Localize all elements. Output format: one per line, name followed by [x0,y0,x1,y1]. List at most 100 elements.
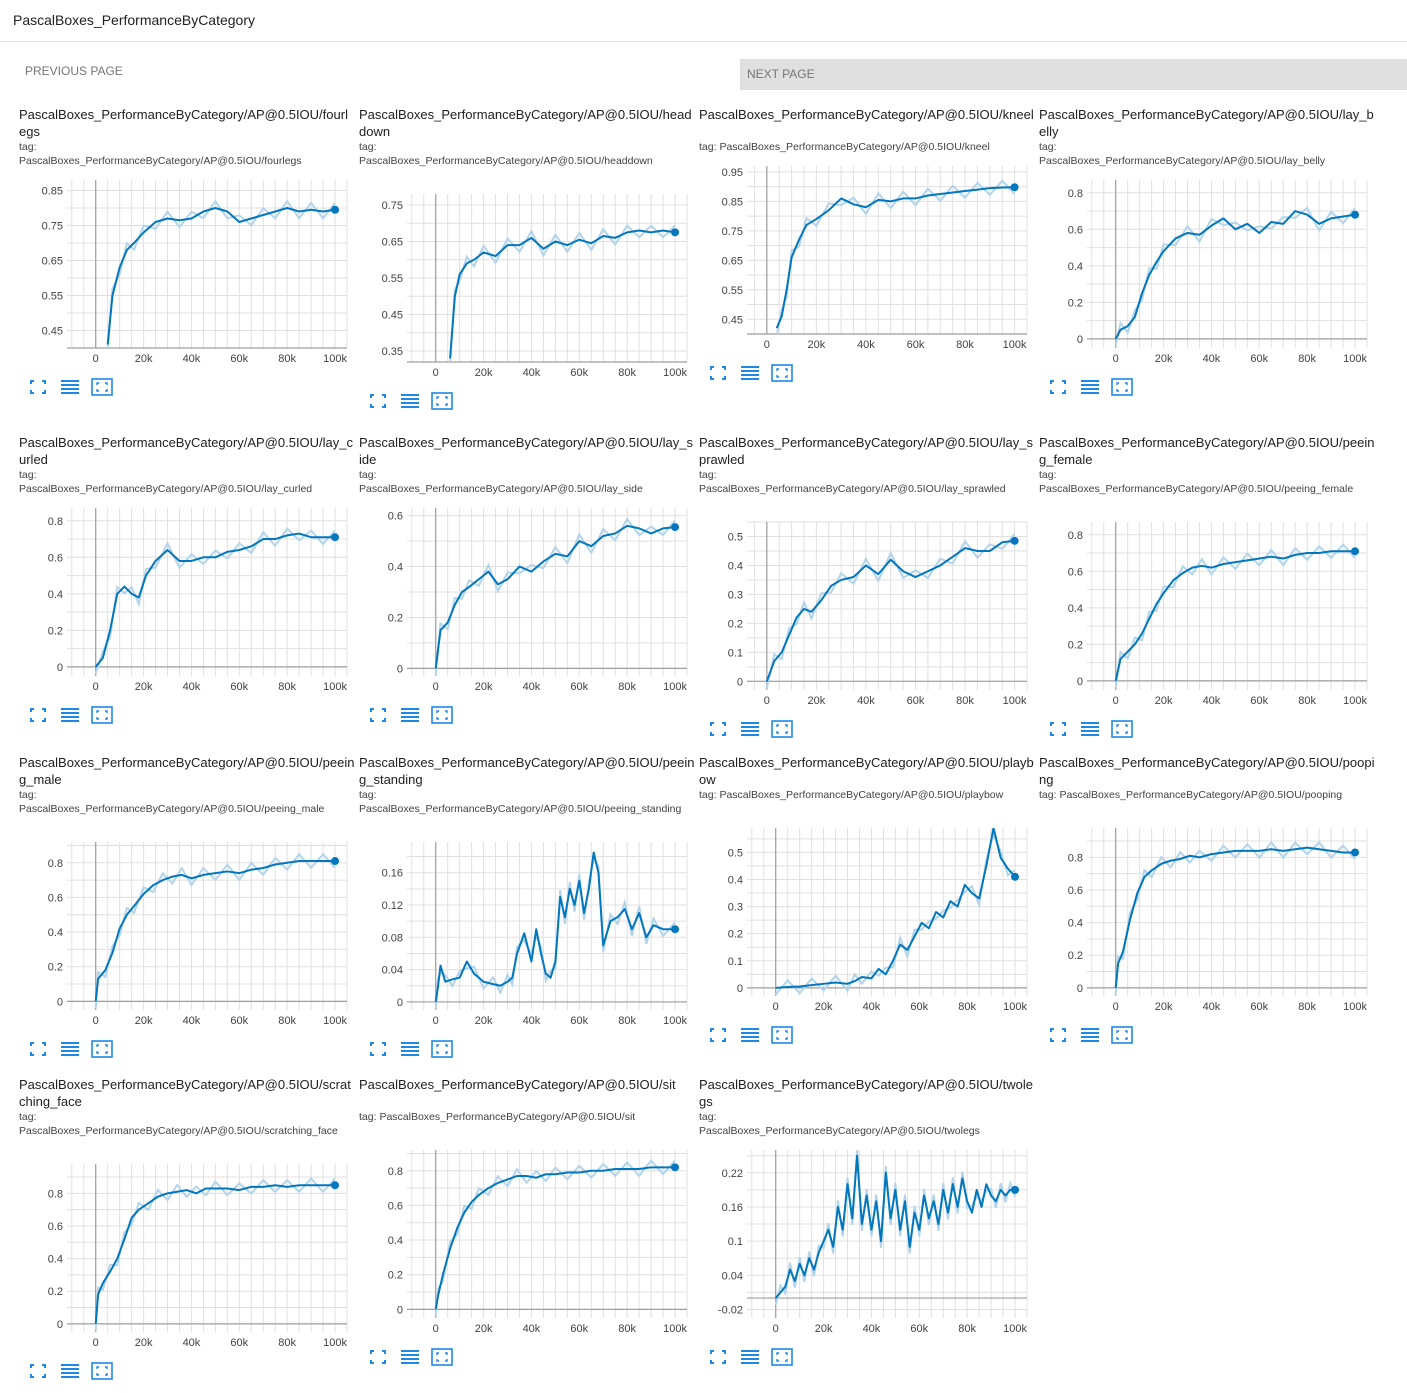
data-table-icon[interactable] [739,1348,761,1366]
next-page-button[interactable]: NEXT PAGE [740,59,1407,90]
chart-plot[interactable]: 0 0.1 0.2 0.3 0.4 0.5 0 20k 40k 60k 80k 100k [699,826,1029,1016]
chart-plot[interactable]: 0 0.2 0.4 0.6 0.8 0 20k 40k 60k 80k 100k [1039,826,1369,1016]
y-tick-label: 0.16 [722,1202,743,1214]
series-last-point[interactable] [331,1181,340,1190]
fullscreen-icon[interactable] [1047,1026,1069,1044]
x-tick-label: 80k [278,1337,296,1349]
y-tick-label: 0.2 [48,962,63,974]
x-tick-label: 60k [230,1337,248,1349]
series-last-point[interactable] [1351,547,1360,556]
x-tick-label: 60k [1250,353,1268,365]
data-table-icon[interactable] [739,364,761,382]
fit-domain-icon[interactable] [91,1040,113,1058]
series-last-point[interactable] [1011,872,1020,881]
chart-plot[interactable]: 0.35 0.45 0.55 0.65 0.75 0 20k 40k 60k 80k 100k [359,192,689,382]
x-grid [753,522,1028,690]
y-grid [67,190,347,349]
fit-domain-icon[interactable] [91,1362,113,1380]
fit-domain-icon[interactable] [431,706,453,724]
chart-toolbar [27,1362,123,1382]
series-last-point[interactable] [331,857,340,866]
series-last-point[interactable] [1351,210,1360,219]
fit-domain-icon[interactable] [1111,720,1133,738]
y-tick-label: 0.55 [42,291,63,303]
data-table-icon[interactable] [739,720,761,738]
fullscreen-icon[interactable] [367,1040,389,1058]
fullscreen-icon[interactable] [707,720,729,738]
chart-plot[interactable]: 0 0.2 0.4 0.6 0.8 0 20k 40k 60k 80k 100k [19,840,349,1030]
fit-domain-icon[interactable] [771,1026,793,1044]
chart-plot[interactable]: 0 0.2 0.4 0.6 0.8 0 20k 40k 60k 80k 100k [1039,178,1369,368]
chart-plot[interactable]: 0 0.2 0.4 0.6 0.8 0 20k 40k 60k 80k 100k [19,1162,349,1352]
data-table-icon[interactable] [399,1040,421,1058]
y-grid [747,1155,1027,1310]
x-tick-label: 0 [93,1337,99,1349]
fit-domain-icon[interactable] [431,392,453,410]
chart-plot[interactable]: -0.02 0.04 0.1 0.16 0.22 0 20k 40k 60k 80k 100k [699,1148,1029,1338]
series-last-point[interactable] [1010,183,1019,192]
data-table-icon[interactable] [399,1348,421,1366]
data-table-icon[interactable] [59,706,81,724]
chart-plot[interactable]: 0 0.2 0.4 0.6 0.8 0 20k 40k 60k 80k 100k [359,1148,689,1338]
fullscreen-icon[interactable] [27,378,49,396]
fullscreen-icon[interactable] [707,1026,729,1044]
fullscreen-icon[interactable] [707,1348,729,1366]
chart-plot[interactable]: 0 0.2 0.4 0.6 0.8 0 20k 40k 60k 80k 100k [1039,520,1369,710]
series-last-point[interactable] [671,228,680,237]
data-table-icon[interactable] [59,378,81,396]
fullscreen-icon[interactable] [367,392,389,410]
y-tick-label: 0 [397,663,403,675]
chart-title: PascalBoxes_PerformanceByCategory/AP@0.5… [19,1077,351,1109]
y-tick-label: 0 [397,997,403,1009]
data-table-icon[interactable] [59,1040,81,1058]
data-table-icon[interactable] [739,1026,761,1044]
data-table-icon[interactable] [1079,378,1101,396]
x-tick-label: 80k [618,681,636,693]
fullscreen-icon[interactable] [1047,378,1069,396]
series-last-point[interactable] [671,523,680,532]
fullscreen-icon[interactable] [367,1348,389,1366]
fit-domain-icon[interactable] [1111,378,1133,396]
chart-plot[interactable]: 0 0.2 0.4 0.6 0.8 0 20k 40k 60k 80k 100k [19,506,349,696]
x-tick-label: 40k [857,695,875,707]
chart-plot[interactable]: 0 0.1 0.2 0.3 0.4 0.5 0 20k 40k 60k 80k 100k [699,520,1029,710]
chart-plot[interactable]: 0 0.2 0.4 0.6 0 20k 40k 60k 80k 100k [359,506,689,696]
fullscreen-icon[interactable] [27,706,49,724]
fullscreen-icon[interactable] [27,1362,49,1380]
data-table-icon[interactable] [1079,720,1101,738]
series-last-point[interactable] [331,205,340,214]
fullscreen-icon[interactable] [1047,720,1069,738]
data-table-icon[interactable] [399,706,421,724]
previous-page-button[interactable]: PREVIOUS PAGE [25,64,123,78]
chart-plot[interactable]: 0.45 0.55 0.65 0.75 0.85 0 20k 40k 60k 80k 100k [19,178,349,368]
fit-domain-icon[interactable] [1111,1026,1133,1044]
fit-domain-icon[interactable] [431,1040,453,1058]
fit-domain-icon[interactable] [431,1348,453,1366]
chart-toolbar [1047,720,1143,740]
fullscreen-icon[interactable] [367,706,389,724]
data-table-icon[interactable] [59,1362,81,1380]
data-table-icon[interactable] [1079,1026,1101,1044]
series-last-point[interactable] [671,925,680,934]
chart-plot[interactable]: 0 0.04 0.08 0.12 0.16 0 20k 40k 60k 80k 100k [359,840,689,1030]
series-last-point[interactable] [1011,1185,1020,1194]
chart-plot[interactable]: 0.45 0.55 0.65 0.75 0.85 0.95 0 20k 40k 60k 80k 100… [699,164,1029,354]
data-table-icon[interactable] [399,392,421,410]
fit-domain-icon[interactable] [771,364,793,382]
series-last-point[interactable] [1010,536,1019,545]
series-last-point[interactable] [1351,848,1360,857]
x-tick-label: 60k [570,1323,588,1335]
fit-domain-icon[interactable] [91,378,113,396]
fit-domain-icon[interactable] [771,1348,793,1366]
series-line [434,851,676,1003]
fit-domain-icon[interactable] [91,706,113,724]
fit-domain-icon[interactable] [771,720,793,738]
y-tick-label: 0.6 [1068,566,1083,578]
series-last-point[interactable] [331,533,340,542]
y-tick-label: 0.95 [722,167,743,179]
fullscreen-icon[interactable] [27,1040,49,1058]
chart-tag-label: tag: [19,1111,37,1123]
y-tick-label: 0.4 [1068,603,1083,615]
fullscreen-icon[interactable] [707,364,729,382]
series-last-point[interactable] [671,1163,680,1172]
